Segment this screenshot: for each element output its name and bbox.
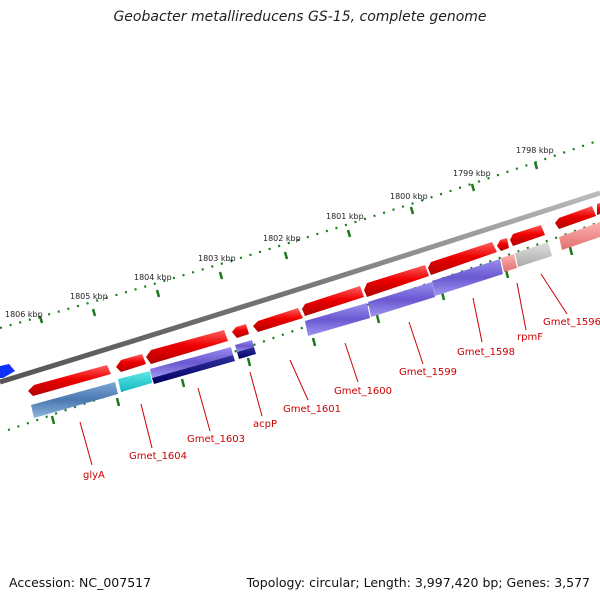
genome-backbone (0, 190, 600, 385)
inner-scale-track (7, 220, 600, 432)
gene-labels: glyA Gmet_1604 Gmet_1603 acpP Gmet_1601 … (83, 317, 600, 481)
block-pink-1 (501, 254, 517, 272)
cds-forward-7 (364, 265, 429, 297)
block-purple-5 (432, 259, 503, 296)
block-purple-1 (150, 347, 233, 378)
gene-label-acpP: acpP (253, 419, 277, 430)
cds-forward-2 (116, 354, 146, 372)
cds-forward-4 (232, 324, 249, 338)
scale-label-1806: 1806 kbp (5, 310, 43, 319)
scale-label-1801: 1801 kbp (326, 212, 364, 221)
block-gray (515, 242, 552, 267)
scale-label-1798: 1798 kbp (516, 146, 554, 155)
gene-label-gmet-1598: Gmet_1598 (457, 347, 515, 358)
scale-label-1802: 1802 kbp (263, 234, 301, 243)
map-title: Geobacter metallireducens GS-15, complet… (113, 9, 487, 25)
block-purple-3 (305, 303, 370, 336)
gene-label-gmet-1599: Gmet_1599 (399, 367, 457, 378)
outer-scale-track (0, 138, 600, 330)
cds-forward-8 (428, 242, 497, 275)
feature-blue-marker (0, 364, 15, 378)
block-steel (31, 382, 118, 418)
block-purple-4 (368, 282, 435, 317)
topology-stats-text: Topology: circular; Length: 3,997,420 bp… (246, 575, 590, 590)
lower-feature-row (31, 222, 600, 418)
cds-forward-10 (510, 225, 545, 246)
gene-leader-lines (79, 273, 568, 466)
gene-label-gmet-1600: Gmet_1600 (334, 386, 392, 397)
scale-label-1805: 1805 kbp (70, 292, 108, 301)
cds-forward-11 (555, 206, 596, 229)
cds-forward-12 (597, 203, 600, 215)
gene-label-gmet-1604: Gmet_1604 (129, 451, 187, 462)
cds-forward-6 (302, 286, 364, 316)
cds-forward-5 (253, 308, 303, 332)
cds-forward-9 (497, 238, 509, 251)
block-pink-2 (559, 222, 600, 250)
block-cyan (118, 371, 152, 392)
block-purple-2 (235, 340, 254, 352)
scale-labels: 1806 kbp 1805 kbp 1804 kbp 1803 kbp 1802… (5, 146, 554, 319)
scale-label-1800: 1800 kbp (390, 192, 428, 201)
gene-label-rpmF: rpmF (517, 332, 543, 343)
block-navy-2 (237, 347, 256, 359)
cds-forward-1 (28, 365, 111, 396)
cds-forward-3 (146, 330, 228, 364)
gene-label-gmet-1596: Gmet_1596 (543, 317, 600, 328)
scale-label-1804: 1804 kbp (134, 273, 172, 282)
forward-cds-row (28, 203, 600, 396)
gene-label-gmet-1601: Gmet_1601 (283, 404, 341, 415)
gene-label-gmet-1603: Gmet_1603 (187, 434, 245, 445)
scale-label-1803: 1803 kbp (198, 254, 236, 263)
accession-text: Accession: NC_007517 (9, 575, 152, 590)
gene-label-glyA: glyA (83, 470, 105, 481)
scale-label-1799: 1799 kbp (453, 169, 491, 178)
block-navy-1 (152, 355, 235, 384)
